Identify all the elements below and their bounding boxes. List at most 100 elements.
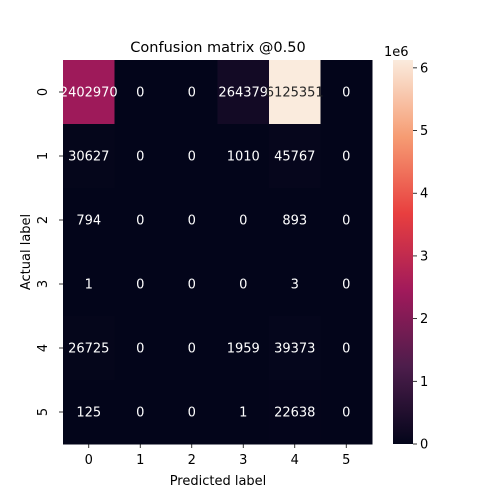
y-tick-label: 5 xyxy=(36,408,51,416)
x-axis-label: Predicted label xyxy=(170,474,267,489)
heatmap-cell xyxy=(63,188,115,253)
cell-value-label: 0 xyxy=(188,406,196,421)
heatmap-cell xyxy=(63,316,115,381)
colorbar-tick-label: 4 xyxy=(420,187,428,202)
y-tick-label: 2 xyxy=(36,216,51,224)
x-tick-label: 5 xyxy=(342,453,350,468)
cell-value-label: 0 xyxy=(136,214,144,229)
cell-value-label: 794 xyxy=(76,214,101,229)
cell-value-label: 0 xyxy=(136,150,144,165)
heatmap-cell xyxy=(114,316,167,381)
cell-value-label: 0 xyxy=(342,406,350,421)
cell-value-label: 22638 xyxy=(274,406,315,421)
heatmap-cell xyxy=(63,60,115,125)
heatmap-cell xyxy=(114,60,167,125)
chart-title: Confusion matrix @0.50 xyxy=(130,40,305,56)
heatmap-cell xyxy=(217,316,270,381)
heatmap-cell xyxy=(269,380,321,445)
heatmap-cell xyxy=(114,380,167,445)
cell-value-label: 1959 xyxy=(227,342,260,357)
cell-value-label: 26725 xyxy=(68,342,109,357)
y-tick-label: 3 xyxy=(36,280,51,288)
cell-value-label: 0 xyxy=(136,278,144,293)
cell-value-label: 0 xyxy=(136,342,144,357)
cell-value-label: 0 xyxy=(342,278,350,293)
colorbar-tick-label: 1 xyxy=(420,375,428,390)
cell-value-label: 0 xyxy=(188,342,196,357)
heatmap-cell xyxy=(166,380,218,445)
heatmap-cell xyxy=(166,316,218,381)
cell-value-label: 0 xyxy=(188,278,196,293)
cell-value-label: 0 xyxy=(188,150,196,165)
cell-value-label: 0 xyxy=(342,86,350,101)
heatmap-cell xyxy=(320,252,373,317)
heatmap-cell xyxy=(114,188,167,253)
heatmap-cell xyxy=(217,188,270,253)
y-tick-label: 1 xyxy=(36,152,51,160)
heatmap-cell xyxy=(217,252,270,317)
heatmap-cell xyxy=(166,252,218,317)
heatmap-cell xyxy=(320,60,373,125)
heatmap-cell xyxy=(114,252,167,317)
cell-value-label: 0 xyxy=(136,406,144,421)
heatmap-cell xyxy=(166,188,218,253)
colorbar xyxy=(393,60,413,444)
cell-value-label: 893 xyxy=(282,214,307,229)
heatmap-cell xyxy=(269,60,321,125)
x-tick-label: 2 xyxy=(188,453,196,468)
cell-value-label: 0 xyxy=(239,214,247,229)
heatmap-cell xyxy=(320,380,373,445)
heatmap-cell xyxy=(63,380,115,445)
y-tick-label: 0 xyxy=(36,88,51,96)
cell-value-label: 1 xyxy=(85,278,93,293)
heatmap-cell xyxy=(269,124,321,189)
heatmap-cell xyxy=(114,124,167,189)
colorbar-scale-label: 1e6 xyxy=(384,45,409,60)
cell-value-label: 0 xyxy=(342,150,350,165)
heatmap-cell xyxy=(63,252,115,317)
heatmap-cell xyxy=(166,60,218,125)
cell-value-label: 45767 xyxy=(274,150,315,165)
cell-value-label: 1 xyxy=(239,406,247,421)
cell-value-label: 30627 xyxy=(68,150,109,165)
heatmap-cell xyxy=(269,188,321,253)
cell-value-label: 3 xyxy=(291,278,299,293)
cell-value-label: 0 xyxy=(188,86,196,101)
y-axis-label: Actual label xyxy=(19,214,34,290)
cell-value-label: 2402970 xyxy=(60,86,118,101)
heatmap-cell xyxy=(63,124,115,189)
cell-value-label: 39373 xyxy=(274,342,315,357)
heatmap-cell xyxy=(166,124,218,189)
colorbar-tick-label: 6 xyxy=(420,61,428,76)
heatmap-cell xyxy=(269,316,321,381)
heatmap-cell xyxy=(217,60,270,125)
x-tick-label: 1 xyxy=(136,453,144,468)
cell-value-label: 264379 xyxy=(218,86,268,101)
heatmap-cell xyxy=(320,316,373,381)
colorbar-tick-label: 3 xyxy=(420,249,428,264)
x-tick-label: 0 xyxy=(85,453,93,468)
colorbar-tick-label: 5 xyxy=(420,124,428,139)
colorbar-tick-label: 0 xyxy=(420,438,428,453)
x-axis-ticks: 0 1 2 3 4 5 xyxy=(85,444,350,468)
heatmap-cell xyxy=(269,252,321,317)
x-tick-label: 4 xyxy=(291,453,299,468)
cell-value-label: 125 xyxy=(76,406,101,421)
heatmap-cell xyxy=(320,188,373,253)
heatmap-cell xyxy=(217,124,270,189)
cell-value-label: 0 xyxy=(188,214,196,229)
cell-value-label: 0 xyxy=(342,342,350,357)
heatmap-cells xyxy=(63,60,373,445)
x-tick-label: 3 xyxy=(239,453,247,468)
cell-value-label: 0 xyxy=(136,86,144,101)
cell-value-label: 0 xyxy=(239,278,247,293)
colorbar-tick-label: 2 xyxy=(420,312,428,327)
heatmap-cell xyxy=(217,380,270,445)
y-tick-label: 4 xyxy=(36,344,51,352)
y-axis-ticks: 0 1 2 3 4 5 xyxy=(36,88,63,416)
cell-value-label: 1010 xyxy=(227,150,260,165)
heatmap-cell xyxy=(320,124,373,189)
colorbar-ticks: 0 1 2 3 4 5 6 xyxy=(413,61,428,453)
